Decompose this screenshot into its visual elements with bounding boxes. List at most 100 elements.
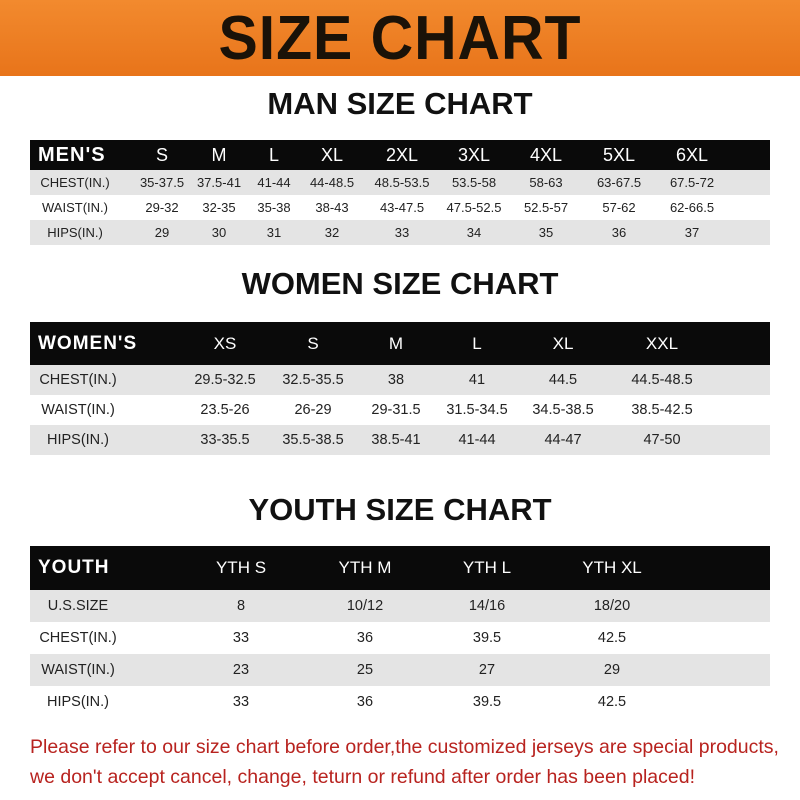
size-column-header: XL [552, 333, 574, 353]
row-label: HIPS(IN.) [46, 432, 110, 448]
row-label: U.S.SIZE [47, 598, 109, 614]
table-header-label: YOUTH [38, 557, 110, 578]
table-cell: 38.5-41 [371, 432, 421, 448]
table-cell: 38 [387, 372, 405, 388]
size-column-header: XXL [645, 333, 679, 353]
table-cell: 38-43 [315, 200, 349, 215]
table-cell: 30 [211, 225, 227, 240]
size-column-header: 2XL [385, 144, 419, 165]
table-cell: 33 [394, 225, 410, 240]
table-cell: 36 [356, 694, 374, 710]
table-cell: 10/12 [346, 598, 384, 614]
title-banner: SIZE CHART [0, 0, 800, 76]
table-cell: 47.5-52.5 [446, 200, 502, 215]
table-header: MEN'S S M L XL 2XL 3XL 4XL 5XL 6XL [30, 140, 770, 170]
table-row: WAIST(IN.) 23.5-26 26-29 29-31.5 31.5-34.5 34… [30, 395, 770, 425]
size-column-header: 4XL [529, 144, 563, 165]
table-cell: 31 [266, 225, 282, 240]
table-header: WOMEN'S XS S M L XL XXL [30, 322, 770, 365]
row-label: CHEST(IN.) [40, 175, 110, 190]
table-cell: 25 [356, 662, 374, 678]
table-cell: 29 [154, 225, 170, 240]
size-column-header: L [268, 144, 280, 165]
table-cell: 35 [538, 225, 554, 240]
table-cell: 36 [356, 630, 374, 646]
size-column-header: M [388, 333, 404, 353]
table-cell: 42.5 [597, 630, 627, 646]
table-cell: 8 [236, 598, 246, 614]
size-column-header: YTH L [462, 558, 512, 577]
table-row: WAIST(IN.) 23 25 27 29 [30, 654, 770, 686]
table-cell: 38.5-42.5 [631, 402, 693, 418]
table-cell: 35-37.5 [139, 175, 185, 190]
table-cell: 52.5-57 [523, 200, 569, 215]
table-row: CHEST(IN.) 35-37.5 37.5-41 41-44 44-48.5 48.5… [30, 170, 770, 195]
table-cell: 27 [478, 662, 496, 678]
table-cell: 36 [611, 225, 627, 240]
table-cell: 41-44 [257, 175, 291, 190]
table-cell: 18/20 [593, 598, 631, 614]
table-cell: 14/16 [468, 598, 506, 614]
table-header: YOUTH YTH S YTH M YTH L YTH XL [30, 546, 770, 590]
table-cell: 29.5-32.5 [194, 372, 256, 388]
row-label: HIPS(IN.) [46, 694, 110, 710]
size-column-header: M [211, 144, 227, 165]
row-label: WAIST(IN.) [42, 200, 108, 215]
table-cell: 31.5-34.5 [446, 402, 508, 418]
table-row: WAIST(IN.) 29-32 32-35 35-38 38-43 43-47.5 47.… [30, 195, 770, 220]
table-cell: 32.5-35.5 [282, 372, 344, 388]
notice-line-2: we don't accept cancel, change, teturn o… [30, 766, 695, 788]
table-cell: 32 [324, 225, 340, 240]
size-column-header: S [155, 144, 169, 165]
size-column-header: 3XL [457, 144, 491, 165]
table-cell: 33 [232, 630, 250, 646]
table-cell: 23 [232, 662, 250, 678]
table-cell: 29 [603, 662, 621, 678]
table-cell: 58-63 [529, 175, 563, 190]
table-cell: 33-35.5 [200, 432, 250, 448]
table-cell: 23.5-26 [200, 402, 250, 418]
table-row: CHEST(IN.) 33 36 39.5 42.5 [30, 622, 770, 654]
table-cell: 35-38 [257, 200, 291, 215]
women-chart-title: WOMEN SIZE CHART [241, 266, 559, 301]
size-column-header: YTH XL [582, 558, 642, 577]
table-cell: 53.5-58 [451, 175, 497, 190]
table-cell: 67.5-72 [669, 175, 715, 190]
table-row: HIPS(IN.) 33-35.5 35.5-38.5 38.5-41 41-44 44-… [30, 425, 770, 455]
row-label: HIPS(IN.) [47, 225, 103, 240]
row-label: WAIST(IN.) [41, 662, 115, 678]
page-title: SIZE CHART [218, 3, 582, 73]
men-chart-title: MAN SIZE CHART [267, 86, 533, 121]
youth-chart-title: YOUTH SIZE CHART [248, 492, 552, 527]
table-cell: 44.5-48.5 [631, 372, 693, 388]
men-size-table: MEN'S S M L XL 2XL 3XL 4XL 5XL 6XL CHEST(IN.) 35-37… [30, 140, 770, 245]
table-cell: 62-66.5 [669, 200, 715, 215]
table-cell: 63-67.5 [596, 175, 642, 190]
table-cell: 47-50 [643, 432, 681, 448]
table-row: U.S.SIZE 8 10/12 14/16 18/20 [30, 590, 770, 622]
size-column-header: 5XL [602, 144, 636, 165]
women-size-table: WOMEN'S XS S M L XL XXL CHEST(IN.) 29.5-32.5 32.5… [30, 322, 770, 455]
row-label: WAIST(IN.) [41, 402, 115, 418]
table-cell: 39.5 [472, 694, 502, 710]
table-cell: 44.5 [548, 372, 578, 388]
table-cell: 34 [466, 225, 482, 240]
notice-line-1: Please refer to our size chart before or… [30, 736, 779, 758]
youth-size-table: YOUTH YTH S YTH M YTH L YTH XL U.S.SIZE 8 10/12… [30, 546, 770, 718]
table-cell: 44-48.5 [309, 175, 355, 190]
table-cell: 26-29 [294, 402, 332, 418]
size-column-header: S [307, 333, 319, 353]
row-label: CHEST(IN.) [39, 630, 117, 646]
table-cell: 43-47.5 [379, 200, 425, 215]
table-cell: 35.5-38.5 [282, 432, 344, 448]
size-column-header: YTH M [338, 558, 392, 577]
table-cell: 33 [232, 694, 250, 710]
table-cell: 42.5 [597, 694, 627, 710]
size-column-header: XL [320, 144, 344, 165]
table-cell: 29-32 [145, 200, 179, 215]
table-cell: 29-31.5 [371, 402, 421, 418]
table-cell: 57-62 [602, 200, 636, 215]
table-cell: 37 [684, 225, 700, 240]
table-cell: 41-44 [458, 432, 496, 448]
table-cell: 48.5-53.5 [374, 175, 430, 190]
